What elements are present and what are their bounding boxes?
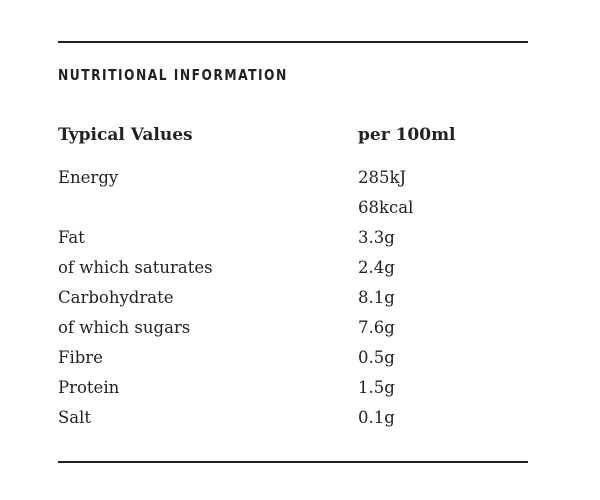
nutrient-label: Energy — [58, 168, 119, 187]
nutrient-value: 68kcal — [358, 198, 414, 217]
nutrient-value: 0.1g — [358, 408, 395, 427]
nutrient-label: Protein — [58, 378, 120, 397]
nutrient-value: 1.5g — [358, 378, 395, 397]
nutrient-value: 8.1g — [358, 288, 395, 307]
nutrient-label: Carbohydrate — [58, 288, 174, 307]
column-header: per 100ml — [358, 125, 456, 145]
nutrient-value: 3.3g — [358, 228, 395, 247]
nutrient-label: Fibre — [58, 348, 103, 367]
nutrient-value: 0.5g — [358, 348, 395, 367]
section-heading: NUTRITIONAL INFORMATION — [58, 66, 288, 84]
nutrient-value: 285kJ — [358, 168, 407, 187]
column-header: Typical Values — [58, 125, 193, 145]
nutrient-value: 7.6g — [358, 318, 395, 337]
top-rule — [58, 41, 528, 43]
nutrient-label: of which sugars — [58, 318, 191, 337]
nutrient-label: Salt — [58, 408, 92, 427]
nutrient-label: of which saturates — [58, 258, 213, 277]
nutrient-value: 2.4g — [358, 258, 395, 277]
bottom-rule — [58, 461, 528, 463]
nutrient-label: Fat — [58, 228, 85, 247]
